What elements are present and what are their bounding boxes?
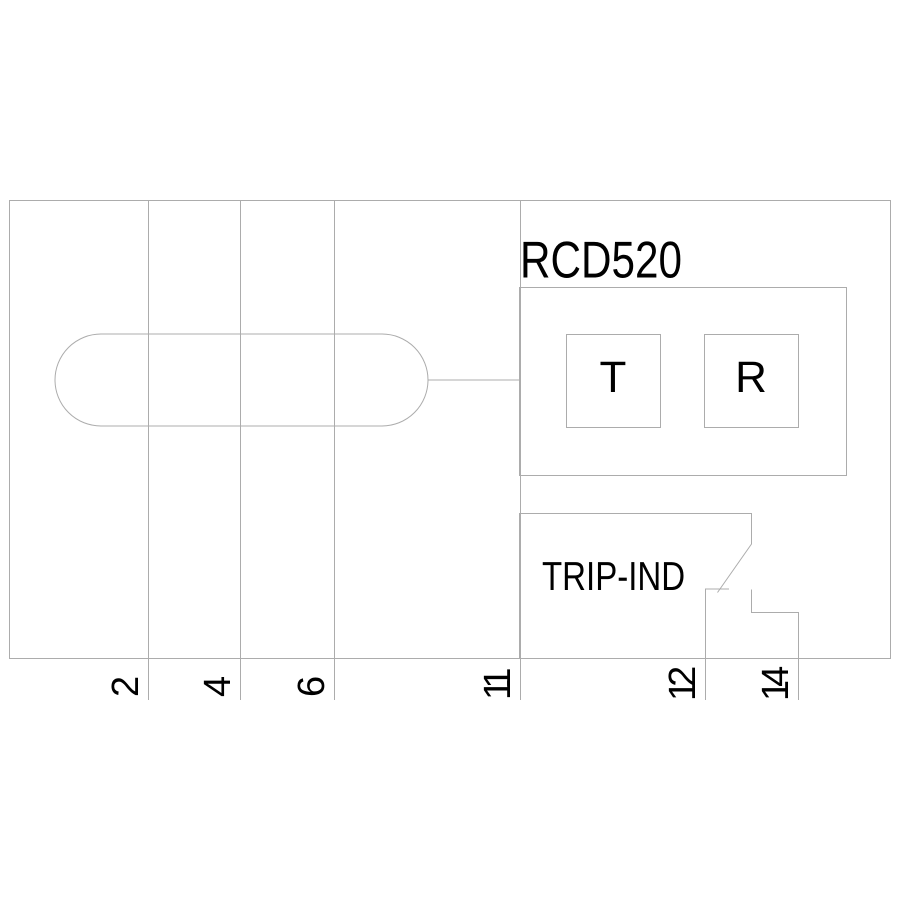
svg-text:4: 4 bbox=[197, 676, 239, 697]
svg-text:TRIP-IND: TRIP-IND bbox=[542, 555, 685, 600]
svg-text:R: R bbox=[735, 353, 767, 402]
svg-text:RCD520: RCD520 bbox=[520, 231, 682, 289]
svg-text:6: 6 bbox=[291, 676, 333, 697]
svg-text:14: 14 bbox=[755, 666, 797, 701]
svg-text:11: 11 bbox=[477, 669, 519, 700]
svg-text:2: 2 bbox=[105, 676, 147, 697]
svg-text:12: 12 bbox=[662, 667, 704, 701]
svg-text:T: T bbox=[600, 353, 627, 402]
